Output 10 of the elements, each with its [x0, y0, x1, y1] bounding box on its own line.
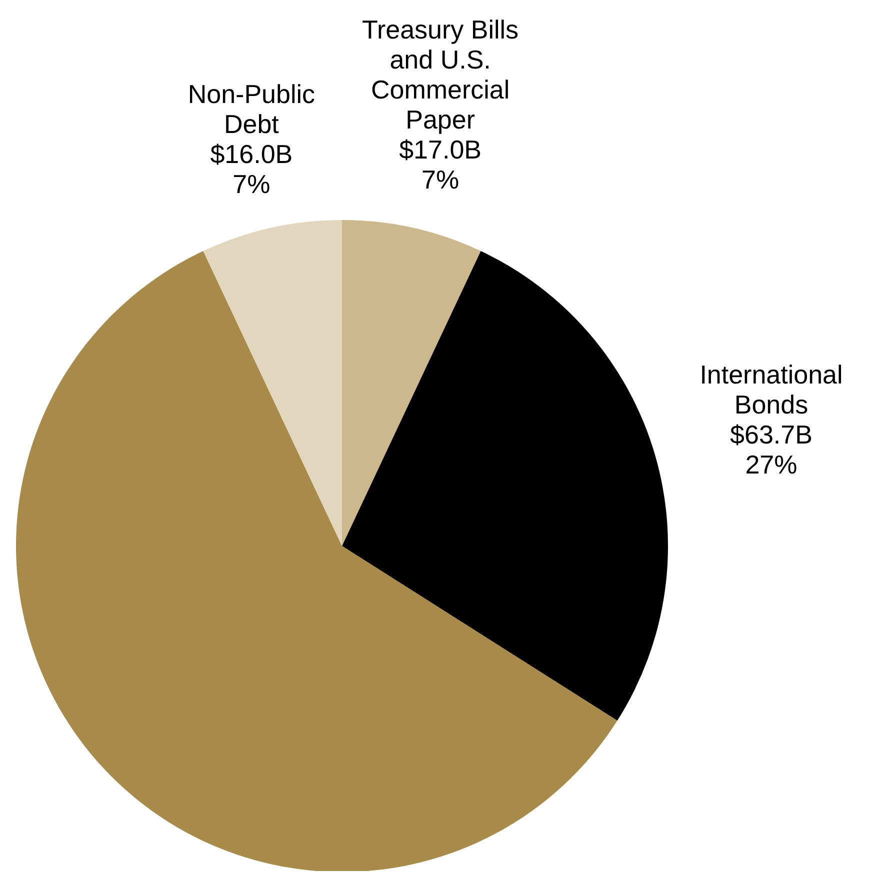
data-label: 7% — [232, 168, 270, 199]
data-label: 27% — [745, 449, 798, 480]
data-label: 7% — [422, 164, 460, 194]
slice-label: International Bonds $63.7B — [700, 359, 843, 450]
pie-slice — [16, 251, 618, 871]
slice-label: Non-Public Debt $16.0B — [188, 78, 316, 169]
slice-label: Treasury Bills and U.S. Commercial Paper $17.0B — [362, 14, 519, 164]
pie-slice — [203, 220, 342, 546]
pie-slice — [342, 251, 668, 721]
pie-slice — [342, 220, 481, 546]
